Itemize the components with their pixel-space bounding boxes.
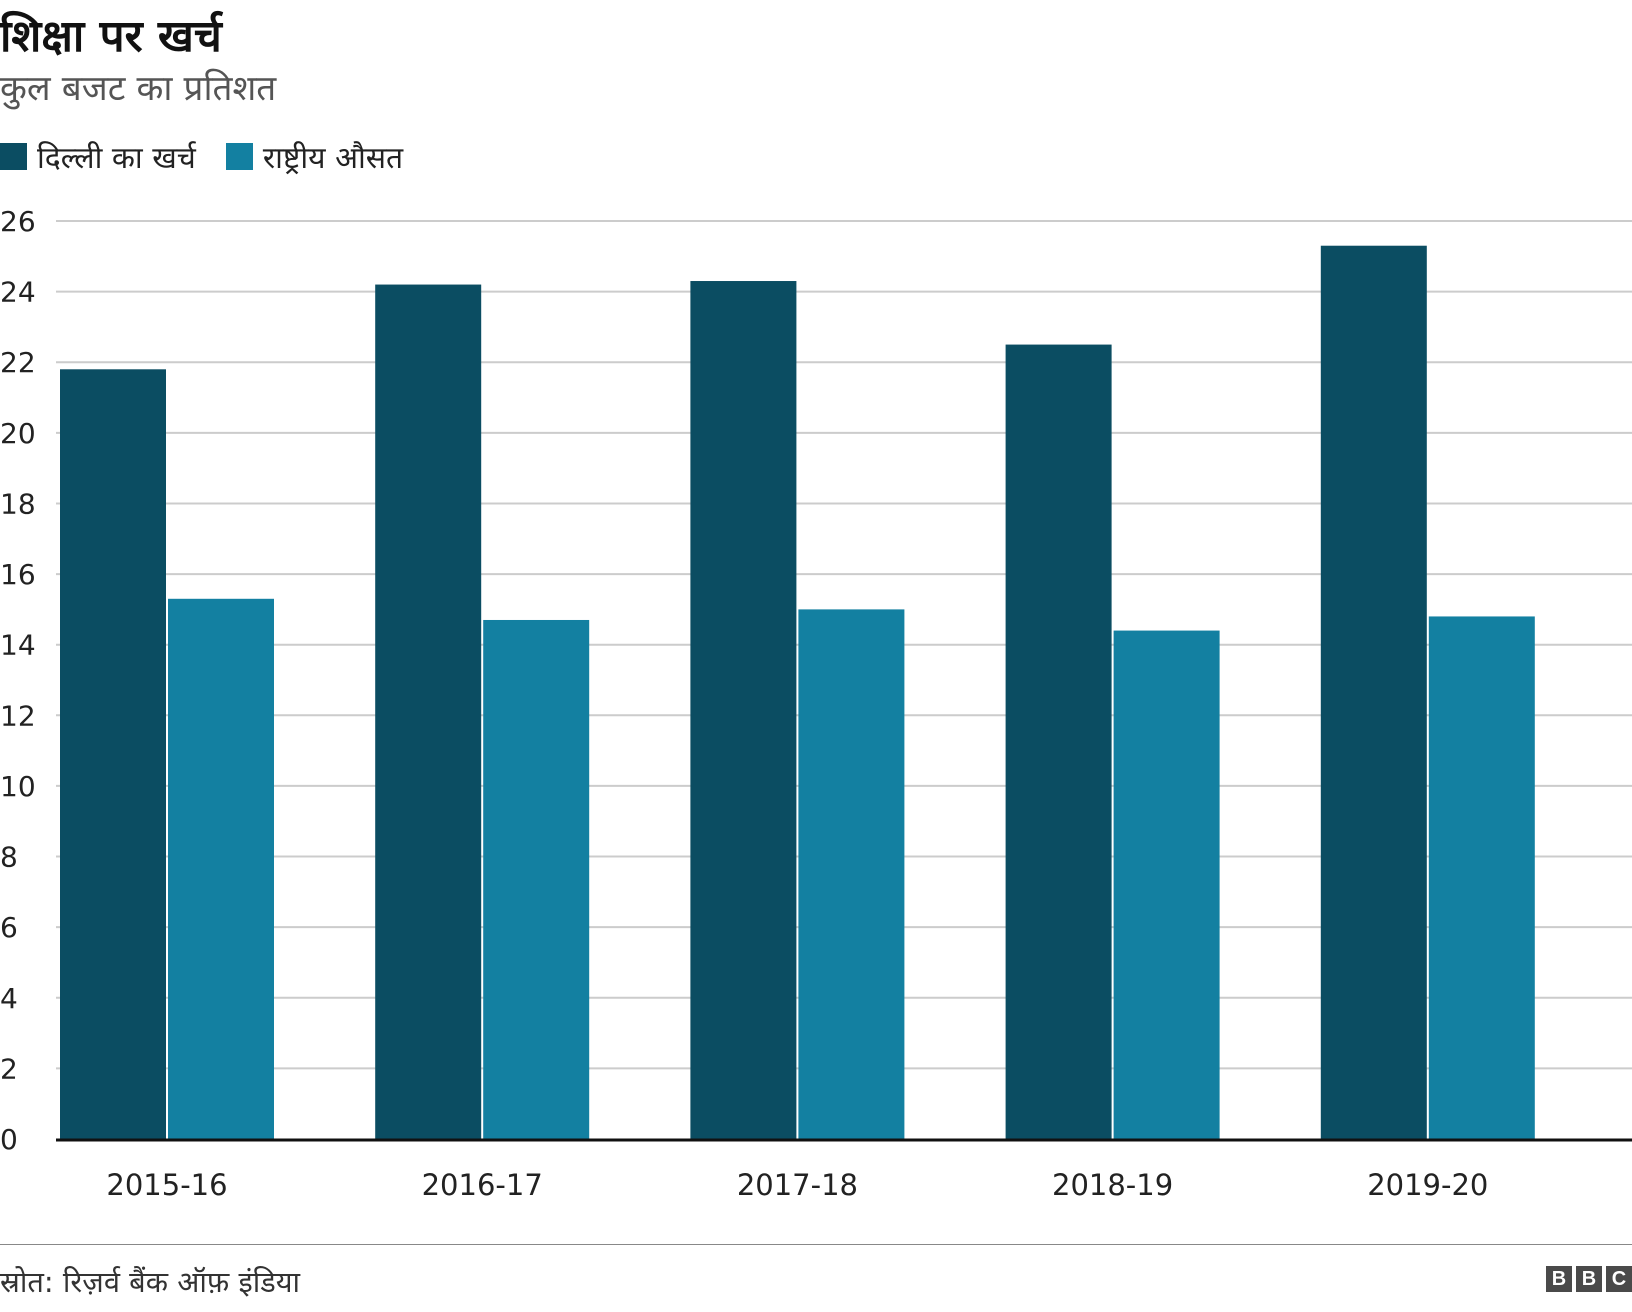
source-note: स्रोत: रिज़र्व बैंक ऑफ़ इंडिया xyxy=(0,1265,301,1299)
y-tick-label: 8 xyxy=(0,841,18,874)
y-tick-label: 12 xyxy=(0,699,36,732)
y-tick-label: 10 xyxy=(0,770,36,803)
y-tick-label: 14 xyxy=(0,629,36,662)
x-tick-label: 2019-20 xyxy=(1367,1168,1488,1202)
x-tick-label: 2018-19 xyxy=(1052,1168,1173,1202)
bbc-logo: B B C xyxy=(1542,1266,1632,1292)
y-tick-label: 20 xyxy=(0,417,36,450)
legend-label-delhi: दिल्ली का खर्च xyxy=(37,141,196,176)
y-tick-label: 6 xyxy=(0,911,18,944)
x-tick-label: 2017-18 xyxy=(737,1168,858,1202)
bar-delhi xyxy=(1005,344,1112,1140)
y-tick-label: 16 xyxy=(0,558,36,591)
chart-title: शिक्षा पर खर्च xyxy=(0,11,222,62)
bar-national xyxy=(1428,616,1535,1139)
y-tick-label: 18 xyxy=(0,487,36,520)
bar-national xyxy=(483,619,590,1139)
y-tick-label: 24 xyxy=(0,276,36,309)
y-tick-label: 26 xyxy=(0,205,36,238)
footer-divider xyxy=(0,1244,1632,1245)
bbc-logo-letter: B xyxy=(1576,1266,1602,1292)
bar-national xyxy=(1113,630,1220,1139)
bbc-logo-letter: C xyxy=(1606,1266,1632,1292)
legend-label-national: राष्ट्रीय औसत xyxy=(262,141,404,176)
y-tick-label: 4 xyxy=(0,982,18,1015)
legend: दिल्ली का खर्च राष्ट्रीय औसत xyxy=(0,136,433,177)
bars xyxy=(60,245,1535,1140)
bar-national xyxy=(798,609,905,1139)
legend-item-delhi: दिल्ली का खर्च xyxy=(0,136,196,177)
bar-delhi xyxy=(1320,245,1427,1139)
x-axis-ticks: 2015-16 2016-17 2017-18 2018-19 2019-20 xyxy=(106,1168,1488,1202)
legend-swatch-delhi xyxy=(0,143,27,170)
bar-national xyxy=(168,598,274,1139)
x-tick-label: 2015-16 xyxy=(106,1168,227,1202)
bar-delhi xyxy=(690,281,797,1139)
y-tick-label: 22 xyxy=(0,346,36,379)
y-tick-label: 0 xyxy=(0,1123,18,1156)
legend-swatch-national xyxy=(225,143,253,170)
chart-subtitle: कुल बजट का प्रतिशत xyxy=(0,69,277,109)
x-tick-label: 2016-17 xyxy=(422,1168,543,1202)
bar-delhi xyxy=(60,369,166,1139)
legend-item-national: राष्ट्रीय औसत xyxy=(225,136,404,177)
bar-delhi xyxy=(375,284,482,1139)
bbc-logo-letter: B xyxy=(1546,1266,1572,1292)
y-tick-label: 2 xyxy=(0,1052,18,1085)
